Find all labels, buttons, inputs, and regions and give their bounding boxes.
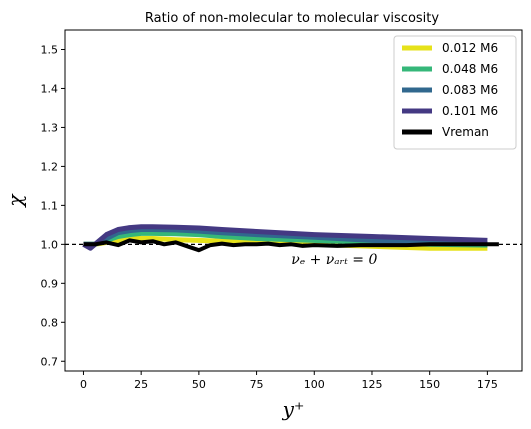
x-tick-label: 0 [80, 378, 87, 391]
y-tick-label: 0.9 [41, 277, 59, 290]
y-tick-label: 1.4 [41, 82, 59, 95]
y-tick-label: 1.0 [41, 238, 59, 251]
x-tick-label: 125 [361, 378, 382, 391]
legend-box [393, 35, 517, 150]
plot-series [82, 224, 499, 253]
y-tick-label: 1.1 [41, 199, 59, 212]
x-axis-label: y⁺ [282, 397, 305, 421]
x-tick-label: 100 [304, 378, 325, 391]
legend-label: 0.101 M6 [442, 104, 498, 118]
series-line-4 [82, 224, 488, 251]
legend-label: Vreman [442, 125, 489, 139]
y-tick-label: 0.7 [41, 355, 59, 368]
annotation-zero-viscosity: νₑ + νₐᵣₜ = 0 [291, 252, 377, 268]
y-axis-label: χ [3, 193, 27, 209]
axes-frame [64, 29, 523, 372]
x-tick-label: 175 [477, 378, 498, 391]
y-tick-label: 1.3 [41, 121, 59, 134]
series-line-5 [83, 238, 499, 253]
legend-label: 0.012 M6 [442, 41, 498, 55]
y-tick-label: 1.2 [41, 160, 59, 173]
legend-label: 0.048 M6 [442, 62, 498, 76]
legend: 0.012 M6 0.048 M6 0.083 M6 0.101 M6 Vreman [393, 35, 517, 150]
y-axis-ticks: 0.7 0.8 0.9 1.0 1.1 1.2 1.3 1.4 1.5 [41, 43, 65, 368]
x-tick-label: 25 [134, 378, 148, 391]
x-tick-label: 50 [192, 378, 206, 391]
y-tick-label: 0.8 [41, 316, 59, 329]
x-tick-label: 75 [250, 378, 264, 391]
series-line-3 [83, 227, 488, 247]
x-axis-ticks: 0 25 50 75 100 125 150 175 [80, 371, 498, 391]
y-tick-label: 1.5 [41, 43, 59, 56]
legend-label: 0.083 M6 [442, 83, 498, 97]
chart-title: Ratio of non-molecular to molecular visc… [145, 11, 439, 26]
x-tick-label: 150 [419, 378, 440, 391]
